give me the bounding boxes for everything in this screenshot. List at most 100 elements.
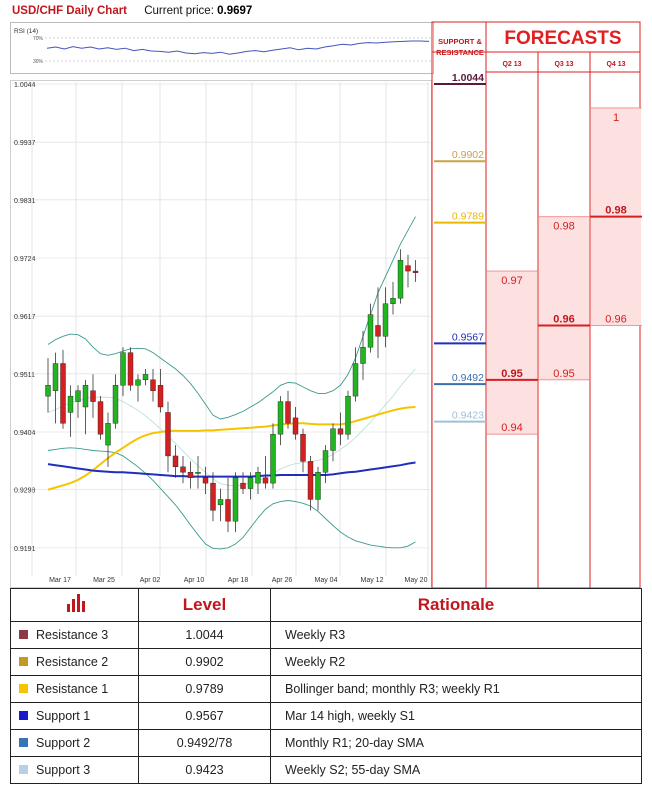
x-tick-label: Apr 26 [272, 577, 293, 584]
candle-body [412, 270, 419, 273]
x-tick-label: Mar 25 [93, 577, 115, 584]
candle-body [375, 325, 381, 337]
sr-header-line1: SUPPORT & [438, 37, 482, 46]
table-icon-cell [10, 588, 139, 622]
bollinger-upper-band [47, 216, 416, 420]
rsi-lower-tick: 30% [33, 59, 44, 65]
candle-body [382, 303, 389, 337]
x-tick-label: Apr 18 [228, 577, 249, 584]
candle-body [165, 412, 171, 457]
forecast-high-label: 0.98 [553, 221, 574, 233]
forecasts-header: FORECASTS [504, 28, 622, 49]
y-tick-label: 0.9724 [14, 256, 36, 263]
table-row: Resistance 1 0.9789 Bollinger band; monthl… [10, 675, 642, 703]
table-row: Resistance 2 0.9902 Weekly R2 [10, 648, 642, 676]
forecast-low-label: 0.94 [501, 422, 522, 434]
sr-level-label: 0.9567 [452, 331, 484, 343]
candle-body [292, 417, 299, 435]
quarter-label: Q4 13 [606, 61, 625, 68]
level-color-swatch [19, 738, 28, 747]
candle-body [300, 433, 306, 462]
level-value: 1.0044 [138, 621, 271, 649]
y-tick-label: 0.9937 [14, 140, 36, 147]
rsi-panel: RSI (14) 70% 30% [10, 22, 434, 74]
candle-body [247, 477, 254, 489]
level-rationale: Weekly R3 [270, 621, 642, 649]
quarter-label: Q2 13 [502, 61, 521, 68]
level-name-cell: Resistance 3 [10, 621, 139, 649]
chart-header: USD/CHF Daily Chart Current price: 0.969… [12, 5, 252, 17]
x-tick-label: Apr 10 [184, 577, 205, 584]
candle-body [322, 450, 329, 473]
level-rationale: Weekly R2 [270, 648, 642, 676]
table-row: Support 3 0.9423 Weekly S2; 55-day SMA [10, 756, 642, 784]
forecast-high-label: 1 [613, 112, 619, 124]
candle-body [120, 352, 126, 386]
candle-body [240, 482, 246, 489]
rsi-line [46, 40, 430, 55]
y-tick-label: 0.9404 [14, 430, 36, 437]
level-rationale: Monthly R1; 20-day SMA [270, 729, 642, 757]
bar-chart-icon [65, 593, 85, 612]
x-tick-label: May 04 [315, 577, 338, 584]
forecast-low-label: 0.95 [553, 368, 574, 380]
x-tick-label: May 20 [405, 577, 428, 584]
level-value: 0.9423 [138, 756, 271, 784]
candle-body [157, 385, 164, 408]
candle-body [330, 428, 336, 451]
forecast-range [487, 271, 537, 435]
bollinger-lower-band [47, 447, 416, 550]
candle-body [285, 401, 291, 424]
candle-body [315, 472, 321, 500]
rationale-header: Rationale [270, 588, 642, 622]
rsi-upper-tick: 70% [33, 36, 44, 42]
y-tick-label: 0.9298 [14, 488, 36, 495]
candle-body [367, 314, 374, 348]
level-color-swatch [19, 657, 28, 666]
candle-body [210, 482, 216, 511]
candle-body [180, 466, 186, 473]
candle-body [202, 477, 209, 484]
candle-body [277, 401, 284, 435]
level-rationale: Bollinger band; monthly R3; weekly R1 [270, 675, 642, 703]
forecast-median-label: 0.96 [553, 313, 574, 325]
level-name: Support 3 [36, 763, 91, 777]
candle-body [75, 390, 81, 402]
level-header: Level [138, 588, 271, 622]
candle-body [255, 472, 261, 484]
current-price-label: Current price: [144, 5, 214, 17]
chart-title: USD/CHF Daily Chart [12, 5, 128, 17]
level-color-swatch [19, 684, 28, 693]
candle-body [150, 379, 156, 391]
candle-body [172, 455, 179, 468]
level-name-cell: Support 1 [10, 702, 139, 730]
candle-body [390, 298, 396, 304]
level-name: Support 1 [36, 709, 91, 723]
bollinger-middle-band [47, 368, 416, 487]
candle-body [397, 259, 404, 299]
x-tick-label: May 12 [361, 577, 384, 584]
candle-body [112, 385, 119, 424]
level-rationale: Mar 14 high, weekly S1 [270, 702, 642, 730]
candle-body [405, 265, 411, 272]
candle-body [135, 379, 141, 386]
candle-body [82, 385, 89, 408]
candle-body [142, 374, 149, 381]
candle-body [270, 433, 276, 484]
candle-body [225, 499, 231, 522]
level-name-cell: Resistance 2 [10, 648, 139, 676]
forecast-panel: Q2 13 Q3 13 Q4 13 1.0044 0.9902 0.9789 0.9567 0… [431, 21, 642, 588]
candle-body [67, 395, 74, 413]
candle-body [232, 477, 239, 522]
candle-body [60, 363, 66, 424]
candlestick-chart: 1.0044 0.9937 0.9831 0.9724 0.9617 0.9511 0.94… [10, 80, 432, 588]
table-row: Support 2 0.9492/78 Monthly R1; 20-day SMA [10, 729, 642, 757]
quarter-label: Q3 13 [554, 61, 573, 68]
candle-body [187, 472, 194, 478]
candle-body [307, 461, 314, 500]
level-name: Resistance 3 [36, 628, 109, 642]
y-tick-label: 1.0044 [14, 82, 36, 89]
x-tick-label: Apr 02 [140, 577, 161, 584]
candle-body [337, 428, 344, 435]
candle-body [345, 395, 351, 435]
